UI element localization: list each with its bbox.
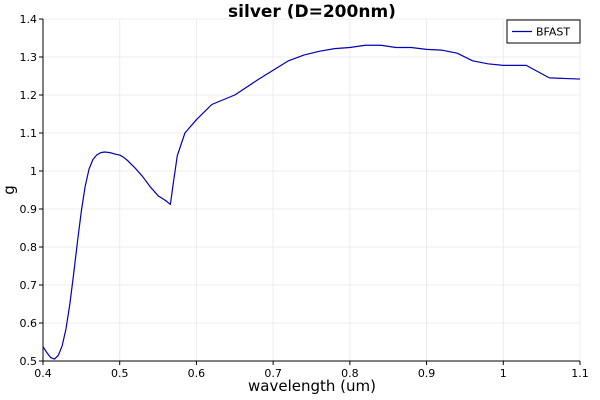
y-tick-label: 0.9 [20, 203, 38, 216]
x-tick-label: 0.8 [341, 367, 359, 380]
y-tick-label: 0.5 [20, 355, 38, 368]
chart-title: silver (D=200nm) [228, 2, 396, 22]
x-axis-ticks: 0.4 0.5 0.6 0.7 0.8 0.9 1 1.1 [34, 361, 589, 380]
legend: BFAST [506, 19, 581, 44]
x-axis-title: wavelength (um) [248, 377, 376, 395]
y-tick-label: 1 [30, 165, 37, 178]
x-tick-label: 0.7 [264, 367, 282, 380]
y-axis-ticks: 0.5 0.6 0.7 0.8 0.9 1 1.1 1.2 1.3 1.4 [20, 13, 43, 368]
y-tick-label: 1.3 [20, 51, 38, 64]
plot-area [43, 19, 580, 361]
grid [42, 18, 581, 362]
y-tick-label: 1.2 [20, 89, 38, 102]
series-line-bfast [42, 44, 581, 360]
y-tick-label: 1.1 [20, 127, 38, 140]
legend-box [506, 19, 581, 44]
y-axis-title: g [0, 185, 18, 195]
x-tick-label: 0.6 [188, 367, 206, 380]
series-group [42, 44, 581, 360]
x-tick-label: 0.5 [111, 367, 129, 380]
y-tick-label: 0.7 [20, 279, 38, 292]
y-tick-label: 0.6 [20, 317, 38, 330]
legend-label: BFAST [536, 26, 570, 39]
y-tick-label: 0.8 [20, 241, 38, 254]
y-tick-label: 1.4 [20, 13, 38, 26]
x-tick-label: 1.1 [571, 367, 589, 380]
x-tick-label: 0.9 [418, 367, 436, 380]
x-tick-label: 1 [500, 367, 507, 380]
x-tick-label: 0.4 [34, 367, 52, 380]
